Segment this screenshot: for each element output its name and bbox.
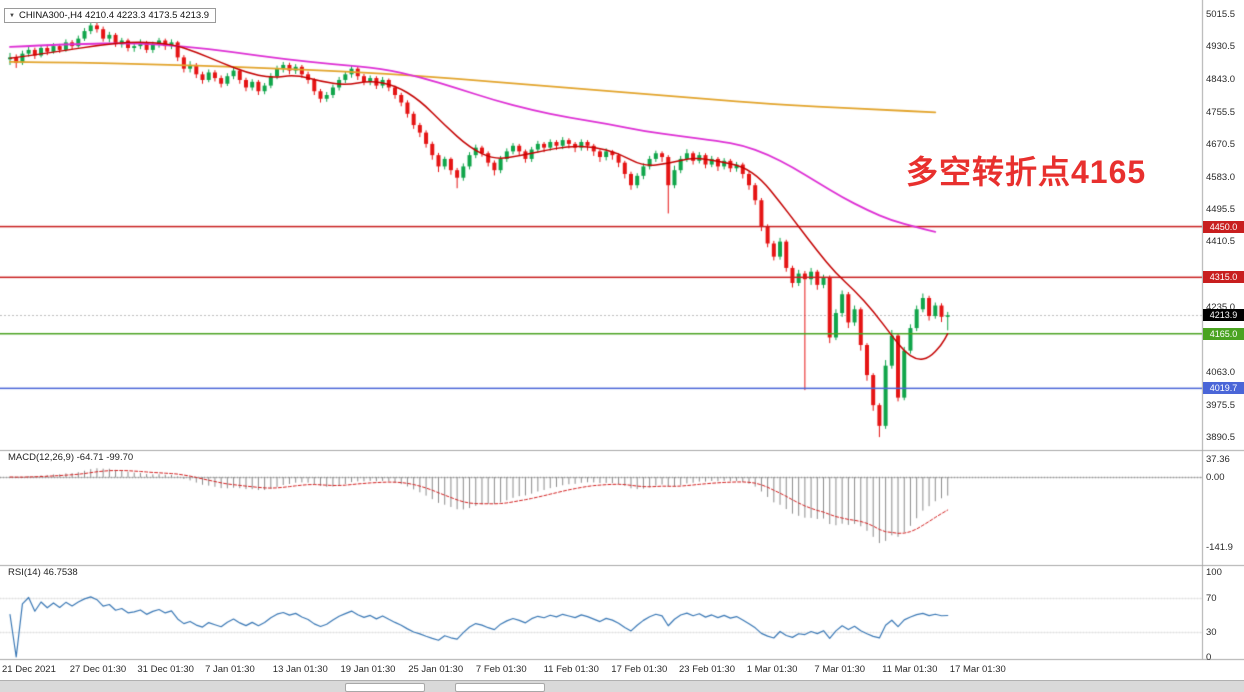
price-axis-label: 5015.5 xyxy=(1206,8,1236,20)
macd-axis-label: 37.36 xyxy=(1206,453,1230,465)
bottom-bar xyxy=(0,680,1244,692)
price-level-badge[interactable]: 4165.0 xyxy=(1203,327,1244,340)
bottom-box-2[interactable] xyxy=(455,683,545,692)
price-axis-label: 4755.5 xyxy=(1206,106,1236,118)
x-axis-label: 7 Jan 01:30 xyxy=(205,663,255,675)
price-axis-label: 4670.5 xyxy=(1206,138,1236,150)
x-axis-label: 11 Feb 01:30 xyxy=(543,663,599,675)
x-axis-label: 25 Jan 01:30 xyxy=(408,663,464,675)
x-axis-label: 1 Mar 01:30 xyxy=(746,663,798,675)
rsi-axis-label: 100 xyxy=(1206,567,1222,578)
annotation-text: 多空转折点4165 xyxy=(906,154,1147,190)
price-level-badge[interactable]: 4213.9 xyxy=(1203,309,1244,322)
rsi-name: RSI(14) xyxy=(8,567,41,578)
chevron-down-icon: ▼ xyxy=(9,12,15,19)
symbol-header[interactable]: ▼ CHINA300-,H4 4210.4 4223.3 4173.5 4213… xyxy=(4,8,217,23)
x-axis-label: 7 Mar 01:30 xyxy=(814,663,866,675)
rsi-axis-label: 30 xyxy=(1206,626,1217,638)
macd-axis-label: -141.9 xyxy=(1206,541,1233,553)
rsi-indicator-label: RSI(14) 46.7538 xyxy=(8,567,78,578)
x-axis-label: 19 Jan 01:30 xyxy=(340,663,396,675)
bottom-box-1[interactable] xyxy=(345,683,425,692)
price-level-badge[interactable]: 4019.7 xyxy=(1203,382,1244,395)
x-axis-label: 17 Feb 01:30 xyxy=(611,663,668,675)
price-axis-label: 4410.5 xyxy=(1206,236,1236,248)
price-level-badge[interactable]: 4315.0 xyxy=(1203,271,1244,284)
x-axis-label: 7 Feb 01:30 xyxy=(475,663,527,675)
rsi-axis-label: 70 xyxy=(1206,592,1217,604)
x-axis-label: 17 Mar 01:30 xyxy=(949,663,1006,675)
price-axis-label: 4583.0 xyxy=(1206,171,1236,183)
price-level-badge[interactable]: 4450.0 xyxy=(1203,220,1244,233)
macd-values: -64.71 -99.70 xyxy=(76,452,134,463)
symbol-ohlc-text: CHINA300-,H4 4210.4 4223.3 4173.5 4213.9 xyxy=(18,10,210,21)
x-axis-label: 13 Jan 01:30 xyxy=(272,663,328,675)
price-axis-label: 3975.5 xyxy=(1206,399,1236,411)
macd-indicator-label: MACD(12,26,9) -64.71 -99.70 xyxy=(8,452,133,463)
x-axis-label: 27 Dec 01:30 xyxy=(69,663,127,675)
x-axis-label: 21 Dec 2021 xyxy=(2,663,56,675)
macd-name: MACD(12,26,9) xyxy=(8,452,74,463)
x-axis-label: 23 Feb 01:30 xyxy=(679,663,735,675)
price-axis-label: 4495.5 xyxy=(1206,204,1236,216)
rsi-values: 46.7538 xyxy=(43,567,78,578)
price-axis-label: 4930.5 xyxy=(1206,40,1236,52)
macd-axis-label: 0.00 xyxy=(1206,472,1225,483)
rsi-axis-label: 0 xyxy=(1206,652,1212,663)
price-axis-label: 4843.0 xyxy=(1206,73,1236,85)
price-axis-label: 3890.5 xyxy=(1206,431,1236,443)
x-axis-label: 31 Dec 01:30 xyxy=(137,663,194,675)
price-axis-label: 4063.0 xyxy=(1206,367,1236,379)
x-axis-label: 11 Mar 01:30 xyxy=(882,663,938,675)
price-axis-label: 4235.0 xyxy=(1206,302,1236,314)
